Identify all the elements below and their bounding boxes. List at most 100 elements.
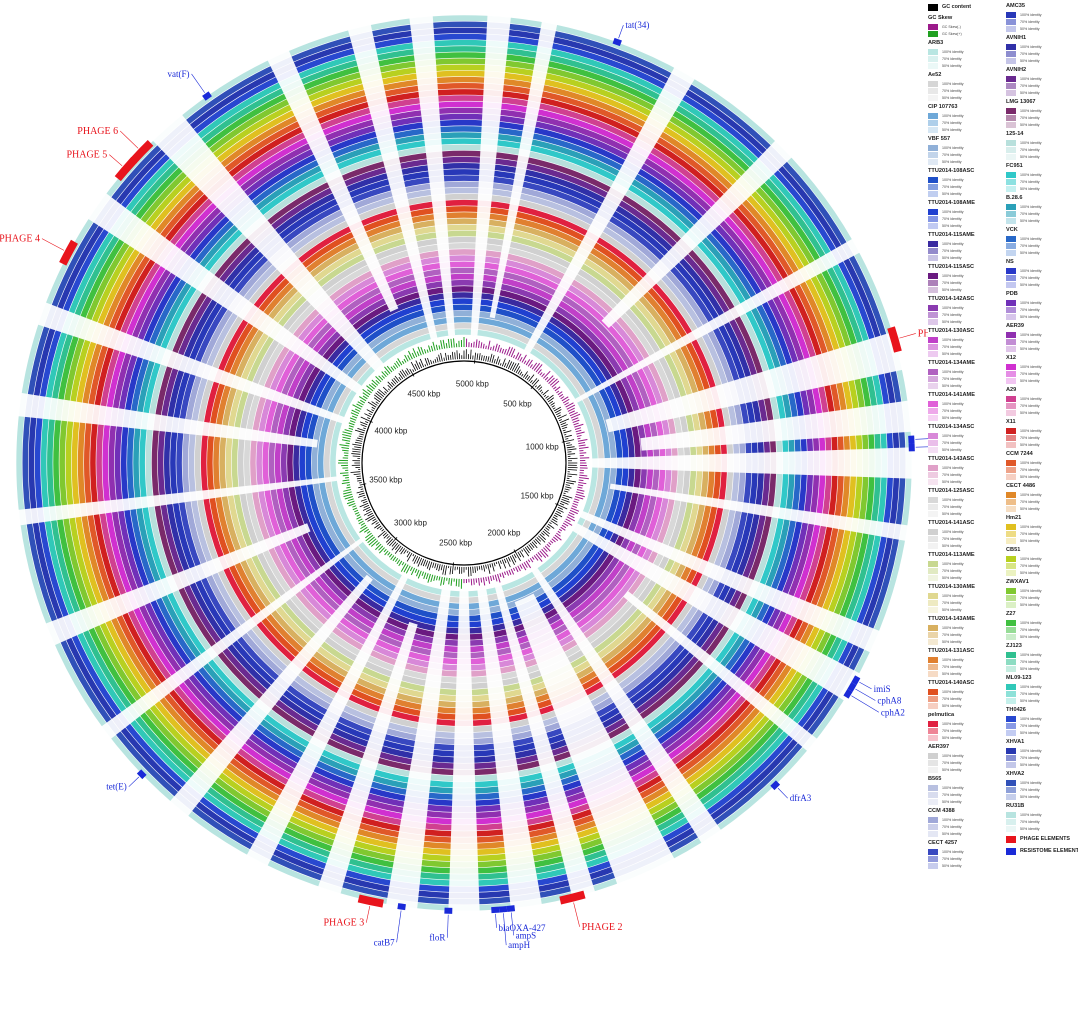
gc-skew-bar [390, 555, 395, 560]
gc-content-bar [567, 448, 577, 451]
legend-swatch [1006, 683, 1016, 690]
gc-skew-bar [551, 380, 560, 388]
legend-swatch [928, 734, 938, 741]
legend-swatch [1006, 274, 1016, 281]
legend-entry: TTU2014-140ASC 100% identity 70% identity 5… [928, 679, 1000, 709]
gene-label: ampH [508, 940, 530, 950]
legend-swatch [1006, 466, 1016, 473]
gc-content-bar [363, 510, 373, 516]
gc-content-bar [391, 541, 397, 547]
gc-content-bar [376, 525, 382, 530]
gc-content-bar [565, 486, 572, 489]
gc-skew-bar [549, 540, 554, 544]
legend-genome-title: ML09-123 [1006, 675, 1032, 681]
legend-identity-label: 100% identity [942, 369, 964, 374]
gc-content-bar [385, 537, 392, 543]
legend-row: 50% identity [1006, 793, 1078, 800]
legend-swatch [1006, 281, 1016, 288]
gc-content-bar [373, 394, 382, 401]
alignment-gap [16, 392, 318, 448]
gc-content-bar [379, 527, 383, 530]
legend-swatch [1006, 619, 1016, 626]
gc-skew-bar [494, 343, 498, 352]
legend-row: 100% identity [928, 144, 1000, 151]
legend-row: RESISTOME ELEMENTS [1006, 846, 1078, 856]
gc-content-bar [560, 422, 567, 426]
gc-skew-bar [529, 364, 533, 369]
gc-content-bar [350, 471, 361, 473]
legend-row: 100% identity [928, 592, 1000, 599]
legend-entry: B565 100% identity 70% identity 50% identit… [928, 775, 1000, 805]
gc-content-bar [549, 522, 552, 525]
legend-identity-label: 100% identity [1020, 588, 1042, 593]
gc-content-bar [371, 409, 375, 412]
legend-row: 50% identity [1006, 825, 1078, 832]
phage-marker [130, 140, 154, 164]
legend-identity-label: 100% identity [942, 561, 964, 566]
gc-content-bar [365, 421, 369, 424]
legend-identity-label: 70% identity [1020, 19, 1040, 24]
gc-skew-bar [442, 577, 446, 585]
gc-content-bar [539, 389, 543, 393]
legend-identity-label: 100% identity [1020, 76, 1042, 81]
gc-skew-bar [346, 500, 355, 505]
legend-swatch [928, 830, 938, 837]
legend-swatch [1006, 267, 1016, 274]
legend-swatch [1006, 82, 1016, 89]
gc-skew-bar [368, 384, 375, 390]
gc-content-bar [381, 528, 385, 532]
gc-content-bar [354, 441, 362, 444]
gc-content-bar [564, 488, 570, 491]
legend-identity-label: 70% identity [1020, 275, 1040, 280]
gc-skew-bar [501, 348, 505, 354]
legend-genome-title: CB51 [1006, 547, 1021, 553]
legend-swatch [928, 816, 938, 823]
gc-skew-bar [556, 532, 561, 537]
gc-skew-bar [401, 561, 405, 566]
legend-genome-title: TTU2014-141AME [928, 392, 975, 398]
gc-skew-bar [426, 349, 429, 353]
gc-content-bar [501, 559, 507, 569]
legend-identity-label: 50% identity [942, 735, 962, 740]
legend-row: 50% identity [1006, 729, 1078, 736]
gene-leader [128, 776, 140, 787]
legend-genome-title: TTU2014-113AME [928, 552, 975, 558]
legend-identity-label: 100% identity [1020, 524, 1042, 529]
legend-swatch [928, 311, 938, 318]
gc-content-bar [489, 563, 492, 568]
legend-row: 70% identity [1006, 306, 1078, 313]
legend-swatch [928, 478, 938, 485]
gc-content-bar [474, 566, 476, 573]
gc-content-bar [555, 510, 562, 514]
gc-content-bar [528, 544, 534, 550]
gc-skew-bar [435, 344, 438, 351]
gc-skew-bar [567, 514, 575, 519]
gc-content-bar [556, 508, 564, 513]
legend-swatch [928, 183, 938, 190]
legend-identity-label: 50% identity [942, 607, 962, 612]
gc-content-bar [564, 434, 572, 438]
gc-content-bar [549, 400, 554, 404]
gc-skew-bar [556, 390, 560, 394]
gc-skew-bar [533, 363, 541, 371]
gc-content-bar [533, 379, 540, 386]
legend-entry: AMC35 100% identity 70% identity 50% identi… [1006, 2, 1078, 32]
gc-skew-bar [473, 578, 475, 585]
legend-swatch [1006, 697, 1016, 704]
gene-label: dfrA3 [790, 793, 812, 803]
gc-skew-bar [342, 431, 352, 435]
legend-row: 100% identity [1006, 75, 1078, 82]
gc-skew-bar [533, 555, 539, 561]
gc-skew-bar [515, 352, 520, 360]
legend-row: 50% identity [928, 542, 1000, 549]
gc-skew-bar [447, 338, 450, 348]
gc-content-bar [524, 546, 530, 554]
gc-skew-bar [564, 520, 573, 526]
gc-skew-bar [565, 402, 574, 408]
legend-identity-label: 100% identity [942, 113, 964, 118]
legend-row: 100% identity [1006, 683, 1078, 690]
legend-identity-label: 50% identity [1020, 442, 1040, 447]
legend-row: 50% identity [928, 670, 1000, 677]
legend-swatch [928, 151, 938, 158]
legend-genome-title: TTU2014-115AME [928, 232, 975, 238]
